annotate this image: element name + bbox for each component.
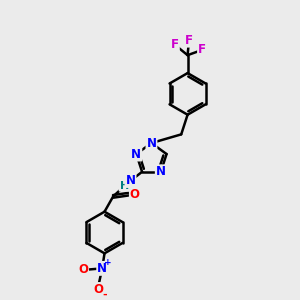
- Text: N: N: [146, 136, 156, 150]
- Text: -: -: [103, 290, 107, 299]
- Text: F: F: [198, 44, 206, 56]
- Text: O: O: [130, 188, 140, 201]
- Text: N: N: [131, 148, 141, 160]
- Text: N: N: [97, 262, 107, 275]
- Text: H: H: [119, 181, 129, 191]
- Text: O: O: [94, 283, 104, 296]
- Text: +: +: [104, 258, 112, 267]
- Text: F: F: [171, 38, 179, 51]
- Text: N: N: [156, 165, 166, 178]
- Text: N: N: [125, 174, 136, 187]
- Text: O: O: [78, 263, 88, 276]
- Text: F: F: [185, 34, 193, 46]
